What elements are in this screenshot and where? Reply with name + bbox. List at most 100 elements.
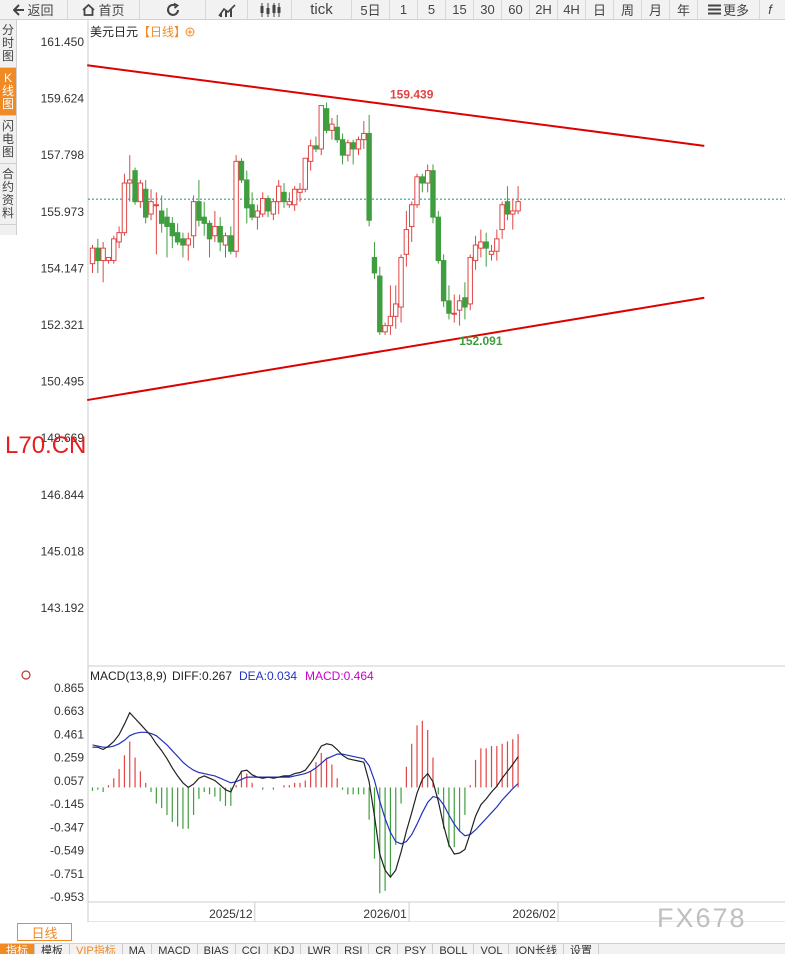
candle-body	[403, 229, 410, 255]
side-tab-flash[interactable]: 闪电图	[0, 116, 16, 164]
candle-body	[355, 139, 362, 150]
indicator-tab[interactable]: MA	[123, 944, 153, 954]
period-label: 2H	[535, 2, 552, 17]
period-label: 月	[648, 3, 662, 18]
candle-body	[206, 222, 213, 240]
candle-body	[222, 235, 229, 246]
y-tick-label: 159.624	[41, 92, 85, 106]
candle-body	[143, 188, 149, 218]
indicator-tab[interactable]: KDJ	[268, 944, 302, 954]
candle-body	[307, 145, 314, 162]
period-day[interactable]: 日	[586, 0, 614, 19]
candle-body	[451, 312, 457, 315]
period-tab-daily[interactable]: 日线	[17, 923, 72, 941]
indicator-tab[interactable]: LWR	[301, 944, 339, 954]
period-label: 1	[399, 2, 408, 17]
indicator-tab[interactable]: VOL	[474, 944, 510, 954]
chart-period-tag: 【日线】	[138, 25, 186, 39]
indicator-tab[interactable]: BOLL	[433, 944, 475, 954]
period-5d[interactable]: 5日	[352, 0, 390, 19]
edge-button[interactable]: f	[760, 0, 780, 19]
candle-body	[377, 275, 383, 333]
period-month[interactable]: 月	[642, 0, 670, 19]
tick-label: tick	[310, 1, 333, 18]
candle-body	[302, 157, 309, 190]
period-week[interactable]: 周	[614, 0, 642, 19]
side-tab-contract[interactable]: 合约资料	[0, 164, 16, 225]
back-arrow-icon	[13, 3, 25, 16]
candle-body	[398, 256, 404, 308]
indicator-tab[interactable]: VIP指标	[70, 944, 123, 954]
period-label: 5日	[360, 3, 381, 18]
candle-body	[515, 201, 521, 212]
macd-dea-line	[92, 731, 519, 845]
period-30m[interactable]: 30	[474, 0, 502, 19]
candle-body	[100, 247, 106, 262]
candle-body	[329, 123, 335, 131]
candle-body	[339, 139, 346, 156]
refresh-button[interactable]	[140, 0, 206, 19]
period-5m[interactable]: 5	[418, 0, 446, 19]
indicator-tab[interactable]: CR	[369, 944, 399, 954]
period-1m[interactable]: 1	[390, 0, 418, 19]
candle-body	[180, 238, 186, 246]
macd-y-tick-label: -0.347	[50, 820, 84, 834]
period-label: 4H	[563, 2, 580, 17]
macd-y-tick-label: 0.461	[54, 727, 84, 741]
edge-label: f	[768, 2, 772, 17]
side-tab-timeshare[interactable]: 分时图	[0, 20, 16, 68]
home-icon	[82, 3, 96, 16]
macd-y-tick-label: 0.057	[54, 774, 84, 788]
x-tick-label: 2025/12	[209, 907, 253, 921]
y-tick-label: 148.669	[41, 431, 85, 445]
period-label: 周	[620, 3, 634, 18]
home-button[interactable]: 首页	[68, 0, 140, 19]
candle-body	[409, 204, 415, 227]
candle-body	[265, 198, 271, 212]
candlestick-icon	[260, 2, 280, 17]
y-tick-label: 145.018	[41, 544, 85, 558]
x-tick-label: 2026/01	[363, 907, 407, 921]
candle-body	[174, 232, 181, 243]
indicator-tab[interactable]: PSY	[398, 944, 434, 954]
indicator-tab[interactable]: RSI	[338, 944, 370, 954]
period-year[interactable]: 年	[670, 0, 698, 19]
candle-body	[350, 142, 356, 150]
top-toolbar: 返回 首页 tick 5日 1 5 15 30 60 2H 4H 日 周 月 年…	[0, 0, 785, 20]
indicator-tab[interactable]: 指标	[0, 944, 35, 954]
menu-icon	[707, 4, 721, 15]
candle-body	[212, 225, 218, 237]
candle-body	[254, 210, 261, 218]
indicator-tab[interactable]: 设置	[564, 944, 600, 954]
price-annotation: 152.091	[459, 334, 503, 348]
period-2h[interactable]: 2H	[530, 0, 558, 19]
candle-body	[456, 300, 463, 311]
chart-title: 美元日元	[90, 25, 138, 39]
candle-type-button[interactable]	[248, 0, 292, 19]
add-icon	[185, 27, 195, 37]
trendline	[87, 296, 705, 402]
add-icon	[187, 29, 193, 35]
tick-button[interactable]: tick	[292, 0, 352, 19]
candle-body	[276, 185, 282, 203]
indicator-tab[interactable]: CCI	[236, 944, 268, 954]
back-button[interactable]: 返回	[0, 0, 68, 19]
period-label: 15	[452, 2, 467, 17]
chart-type-button[interactable]	[206, 0, 248, 19]
indicator-tab[interactable]: ION长线	[509, 944, 565, 954]
period-15m[interactable]: 15	[446, 0, 474, 19]
candle-body	[504, 201, 511, 215]
period-4h[interactable]: 4H	[558, 0, 586, 19]
period-label: 日	[592, 3, 606, 18]
period-60m[interactable]: 60	[502, 0, 530, 19]
candle-body	[148, 201, 154, 215]
indicator-tab[interactable]: 模板	[35, 944, 70, 954]
candle-body	[201, 216, 207, 224]
candle-body	[387, 315, 394, 327]
indicator-tab[interactable]: MACD	[152, 944, 198, 954]
side-tab-kline[interactable]: K线图	[0, 68, 16, 116]
y-tick-label: 157.798	[41, 148, 85, 162]
more-button[interactable]: 更多	[698, 0, 760, 19]
candlestick-chart[interactable]: 161.450 159.624 157.798 155.973 154.147 152.3…	[0, 20, 785, 922]
indicator-tab[interactable]: BIAS	[198, 944, 236, 954]
